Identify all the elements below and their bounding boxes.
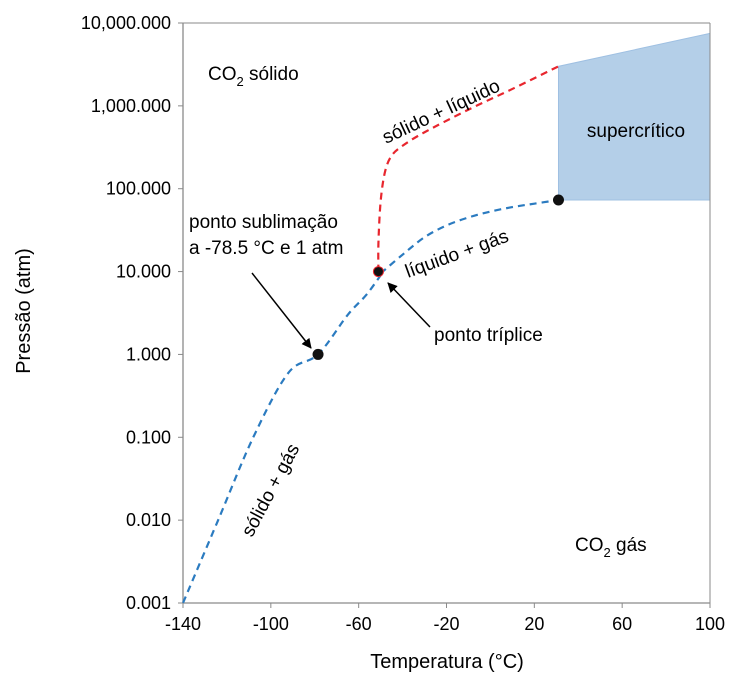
series-line-3 [377,65,559,272]
x-tick-label: -140 [165,614,201,634]
series-line-1 [181,274,382,604]
y-tick-label: 10,000.000 [81,13,171,33]
critical-point [552,194,564,206]
solid-region-label: CO2 sólido [208,64,299,89]
x-tick-label: 100 [695,614,725,634]
x-tick-label: -60 [346,614,372,634]
y-tick-label: 100.000 [106,179,171,199]
solid-gas-label: sólido + gás [238,440,304,540]
gas-region-label: CO2 gás [575,535,647,560]
x-axis-title: Temperatura (°C) [370,651,524,673]
points-layer [312,194,564,360]
y-tick-label: 10.000 [116,262,171,282]
sublimation-label-line1: ponto sublimação [189,212,338,233]
supercritical-label: supercrítico [587,121,685,142]
liquid-gas-label: líquido + gás [403,226,512,283]
y-tick-label: 1.000 [126,344,171,364]
y-tick-label: 1,000.000 [91,96,171,116]
y-axis-ticks: 0.001 0.010 0.100 1.000 10.000 100.000 1,000.0… [81,13,183,613]
x-tick-label: 60 [612,614,632,634]
x-tick-label: -100 [253,614,289,634]
sublimation-label-line2: a -78.5 °C e 1 atm [189,238,343,259]
x-tick-label: -20 [433,614,459,634]
supercritical-region [557,32,711,201]
y-axis-title: Pressão (atm) [13,248,35,374]
series-line-2 [379,198,559,275]
triple-point-arrow [387,282,431,328]
x-axis-ticks: -140 -100 -60 -20 20 60 100 [165,603,725,634]
sublimation-arrow [251,272,312,349]
series-layer [181,65,559,604]
y-tick-label: 0.001 [126,593,171,613]
solid-liquid-label: sólido + líquido [379,76,503,149]
triple-point-label: ponto tríplice [434,325,543,346]
triple-point [372,266,384,278]
sublimation-point [312,348,324,360]
y-tick-label: 0.010 [126,510,171,530]
y-tick-label: 0.100 [126,427,171,447]
x-tick-label: 20 [524,614,544,634]
